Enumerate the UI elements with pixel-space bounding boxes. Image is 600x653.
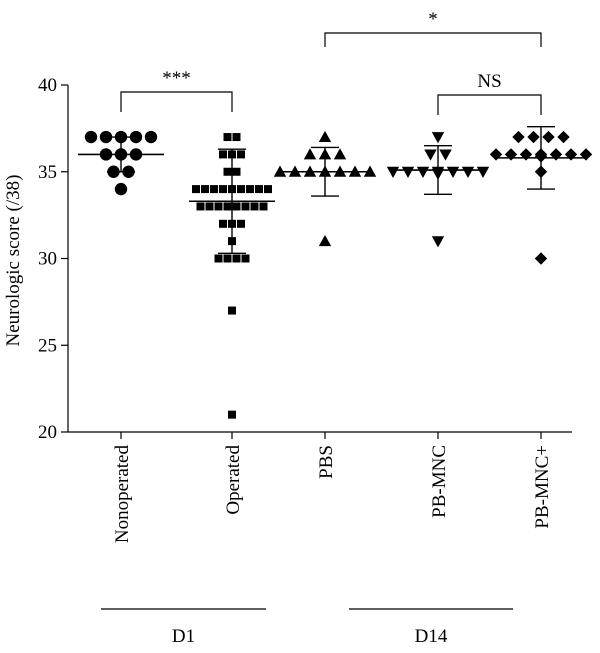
data-point [439,149,452,161]
data-point [303,148,317,160]
data-point [264,185,272,194]
data-point [542,130,555,144]
data-point [246,185,254,194]
y-tick-label: 20 [38,422,57,443]
data-point [241,254,250,263]
data-point [192,185,200,194]
data-point [549,148,563,161]
data-point [489,148,503,161]
data-point [318,234,332,247]
data-point [401,166,415,178]
data-point [223,167,232,176]
y-tick-label: 30 [38,249,57,270]
data-point [386,166,400,178]
group-label: D14 [415,626,448,647]
data-point [232,167,241,176]
data-point [241,202,250,211]
data-point [219,185,227,194]
data-point [232,254,241,263]
y-tick-label: 35 [38,162,57,183]
data-point [579,148,593,161]
significance-bracket [437,94,542,115]
data-point [232,202,241,211]
data-point [446,166,460,178]
data-point [416,166,430,178]
data-point [228,306,236,315]
y-tick-label: 25 [38,335,57,356]
significance-bracket [324,32,542,47]
group-label: D1 [172,626,195,647]
data-point [557,130,570,144]
data-point [519,148,533,161]
data-point [250,202,259,211]
data-point [214,202,223,211]
data-point [273,165,287,177]
x-tick-label: PBS [316,445,337,479]
data-point [144,130,158,144]
data-point [259,202,268,211]
data-point [232,133,241,142]
data-point [84,130,98,144]
data-point [461,166,475,178]
data-point [223,254,232,263]
data-point [431,132,445,144]
data-point [476,166,490,178]
data-point [99,130,113,144]
data-point [512,130,525,144]
data-point [333,148,347,160]
x-tick-label: PB-MNC+ [532,445,553,529]
data-point [431,236,445,248]
data-point [214,254,223,263]
data-point [228,410,236,419]
significance-label: NS [477,71,501,92]
data-point [504,148,518,161]
data-point [237,185,245,194]
data-point [223,133,232,142]
data-point [237,150,245,159]
data-point [201,185,209,194]
data-point [255,185,263,194]
x-tick-label: Operated [223,445,244,515]
data-point [114,182,128,196]
x-tick-label: Nonoperated [112,445,133,544]
data-point [219,150,227,159]
data-point [223,202,232,211]
x-tick-label: PB-MNC [429,445,450,518]
data-point [527,130,540,144]
significance-bracket [120,91,233,112]
data-point [210,185,218,194]
y-tick-label: 40 [38,75,57,96]
data-point [363,165,377,177]
data-point [219,219,227,228]
data-point [237,219,245,228]
data-point [534,252,548,265]
data-point [205,202,214,211]
data-point [129,130,143,144]
y-axis-title: Neurologic score (/38) [3,175,24,347]
data-point [318,130,332,143]
significance-label: *** [162,68,191,89]
data-point [424,149,437,161]
data-point [196,202,205,211]
significance-label: * [428,9,438,30]
data-point [564,148,578,161]
